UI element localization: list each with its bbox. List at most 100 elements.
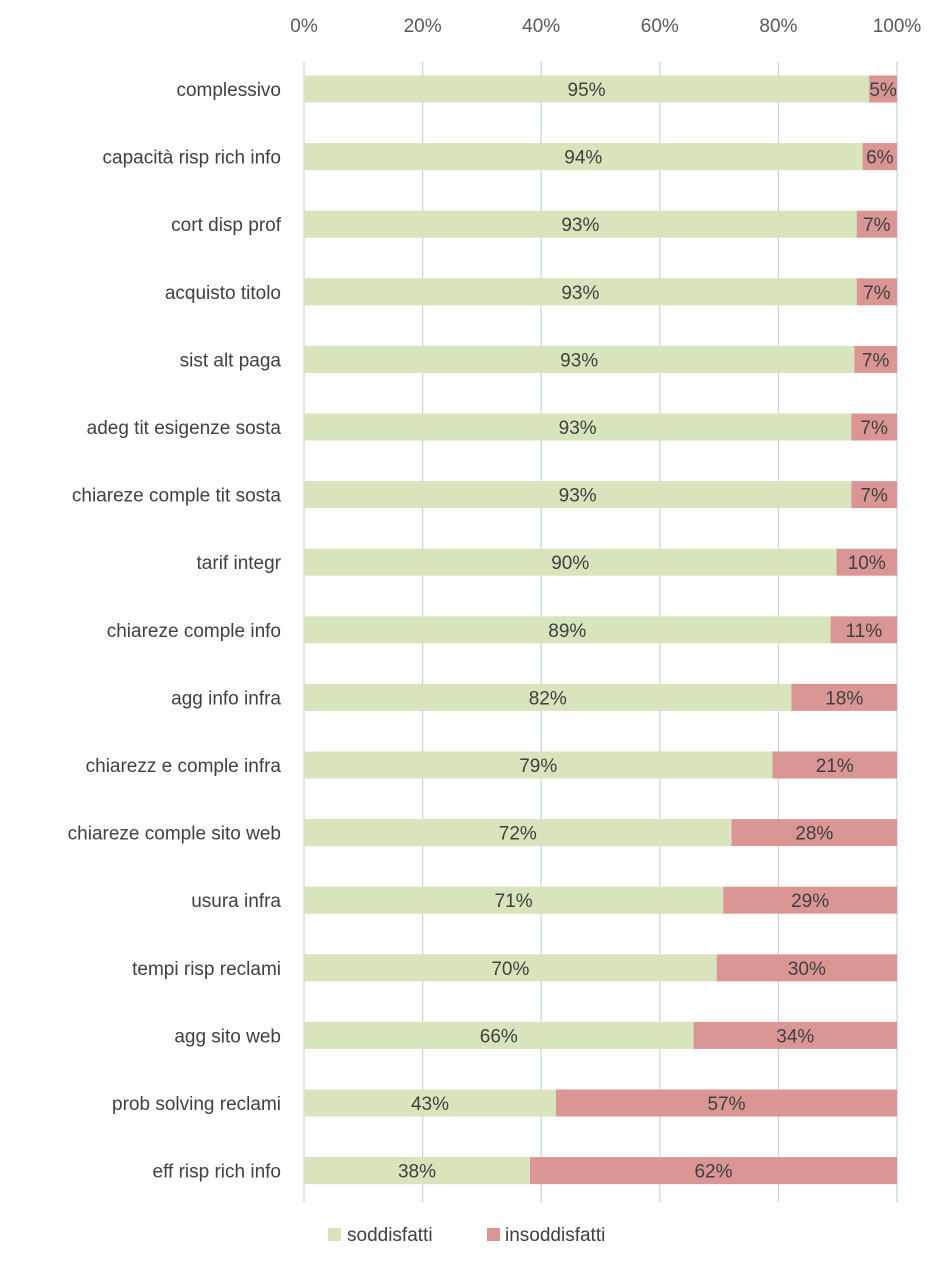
bar-insoddisfatti [836, 548, 897, 576]
bar-insoddisfatti [851, 481, 897, 509]
data-label-insoddisfatti: 6% [866, 148, 894, 169]
data-label-soddisfatti: 38% [398, 1162, 436, 1183]
category-label: tarif integr [197, 553, 282, 574]
bar-soddisfatti [304, 210, 857, 238]
legend-label-soddisfatti: soddisfatti [347, 1225, 433, 1246]
category-label: sist alt paga [180, 350, 282, 371]
bar-soddisfatti [304, 683, 792, 711]
data-label-insoddisfatti: 62% [694, 1162, 732, 1183]
category-label: adeg tit esigenze sosta [87, 418, 282, 439]
category-label: capacità risp rich info [103, 148, 281, 169]
category-label: eff risp rich info [153, 1162, 281, 1183]
data-label-soddisfatti: 72% [499, 824, 537, 845]
legend: soddisfatti insoddisfatti [328, 1225, 605, 1246]
category-label: chiareze comple info [107, 621, 281, 642]
bar-soddisfatti [304, 1021, 694, 1049]
bar-soddisfatti [304, 751, 773, 779]
x-tick-label: 60% [641, 16, 679, 37]
bar-insoddisfatti [854, 345, 897, 373]
legend-swatch-soddisfatti [328, 1228, 341, 1241]
data-label-soddisfatti: 90% [551, 553, 589, 574]
bar-insoddisfatti [731, 819, 897, 847]
category-label: chiareze comple sito web [68, 824, 281, 845]
category-label: agg sito web [174, 1026, 281, 1047]
bar-soddisfatti [304, 954, 717, 982]
bar-soddisfatti [304, 481, 852, 509]
category-label: prob solving reclami [112, 1094, 281, 1115]
data-label-insoddisfatti: 21% [816, 756, 854, 777]
data-label-insoddisfatti: 7% [863, 283, 891, 304]
bar-soddisfatti [304, 75, 870, 103]
bar-soddisfatti [304, 616, 831, 644]
data-label-insoddisfatti: 18% [825, 688, 863, 709]
x-axis-ticks: 0% 20% 40% 60% 80% 100% [290, 16, 921, 37]
x-tick-label: 40% [522, 16, 560, 37]
data-labels: 95% 5% 94% 6% 93% 7% 93% 7% 93% 7% 93% 7% 93% 7% 90% 10… [398, 80, 897, 1183]
bar-insoddisfatti [529, 1157, 897, 1185]
bar-insoddisfatti [772, 751, 897, 779]
data-label-soddisfatti: 93% [559, 486, 597, 507]
x-tick-label: 80% [759, 16, 797, 37]
category-labels: complessivo capacità risp rich info cort d… [68, 80, 282, 1183]
bar-insoddisfatti [723, 886, 897, 914]
bars [304, 75, 897, 1185]
category-label: acquisto titolo [165, 283, 281, 304]
category-label: chiareze comple tit sosta [72, 486, 282, 507]
data-label-insoddisfatti: 29% [791, 891, 829, 912]
data-label-soddisfatti: 89% [548, 621, 586, 642]
x-tick-label: 0% [290, 16, 318, 37]
data-label-soddisfatti: 93% [561, 283, 599, 304]
bar-soddisfatti [304, 278, 857, 306]
data-label-soddisfatti: 43% [411, 1094, 449, 1115]
data-label-insoddisfatti: 7% [862, 350, 890, 371]
data-label-insoddisfatti: 7% [863, 215, 891, 236]
data-label-insoddisfatti: 5% [869, 80, 897, 101]
bar-insoddisfatti [791, 683, 897, 711]
bar-insoddisfatti [856, 278, 897, 306]
data-label-soddisfatti: 82% [529, 688, 567, 709]
bar-insoddisfatti [830, 616, 897, 644]
legend-label-insoddisfatti: insoddisfatti [505, 1225, 605, 1246]
data-label-soddisfatti: 79% [519, 756, 557, 777]
category-label: chiarezz e comple infra [86, 756, 282, 777]
bar-insoddisfatti [693, 1021, 897, 1049]
category-label: complessivo [176, 80, 281, 101]
bar-insoddisfatti [869, 75, 897, 103]
bar-soddisfatti [304, 1089, 557, 1117]
data-label-soddisfatti: 70% [491, 959, 529, 980]
category-label: cort disp prof [171, 215, 282, 236]
data-label-insoddisfatti: 11% [845, 621, 882, 642]
legend-swatch-insoddisfatti [487, 1228, 500, 1241]
bar-insoddisfatti [862, 143, 897, 171]
bar-insoddisfatti [856, 210, 897, 238]
data-label-insoddisfatti: 28% [795, 824, 833, 845]
data-label-insoddisfatti: 57% [707, 1094, 745, 1115]
category-label: usura infra [191, 891, 281, 912]
data-label-soddisfatti: 94% [564, 148, 602, 169]
bar-soddisfatti [304, 886, 724, 914]
bar-insoddisfatti [716, 954, 897, 982]
data-label-insoddisfatti: 34% [776, 1026, 814, 1047]
data-label-soddisfatti: 71% [495, 891, 533, 912]
bar-soddisfatti [304, 345, 855, 373]
category-label: agg info infra [171, 688, 281, 709]
data-label-insoddisfatti: 7% [860, 418, 888, 439]
x-tick-label: 20% [404, 16, 442, 37]
bar-soddisfatti [304, 143, 863, 171]
bar-soddisfatti [304, 413, 852, 441]
data-label-soddisfatti: 95% [568, 80, 606, 101]
bar-insoddisfatti [556, 1089, 897, 1117]
data-label-soddisfatti: 93% [559, 418, 597, 439]
category-label: tempi risp reclami [132, 959, 281, 980]
bar-soddisfatti [304, 1157, 530, 1185]
data-label-soddisfatti: 93% [561, 215, 599, 236]
x-tick-label: 100% [873, 16, 922, 37]
data-label-soddisfatti: 66% [480, 1026, 518, 1047]
bar-soddisfatti [304, 819, 732, 847]
data-label-insoddisfatti: 30% [788, 959, 826, 980]
data-label-insoddisfatti: 7% [860, 486, 888, 507]
bar-soddisfatti [304, 548, 837, 576]
data-label-soddisfatti: 93% [560, 350, 598, 371]
